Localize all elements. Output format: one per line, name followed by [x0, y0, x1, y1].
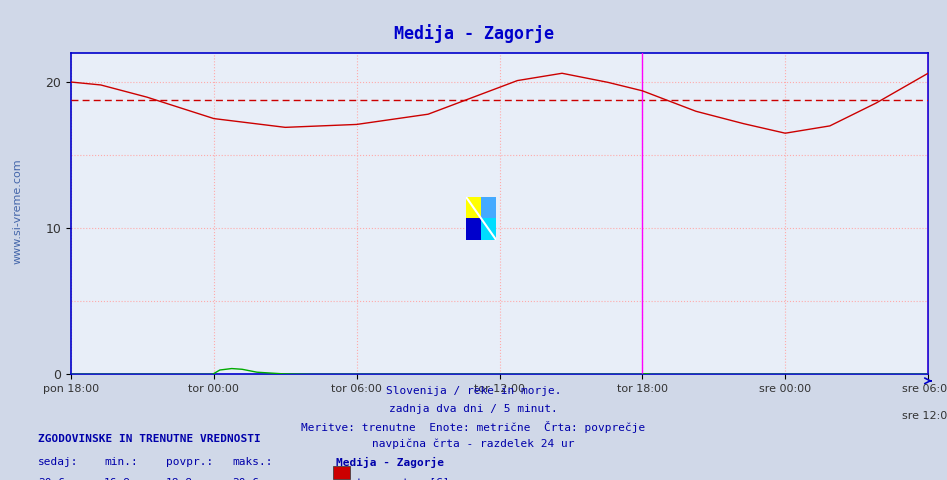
Bar [466, 218, 481, 240]
Bar [466, 197, 481, 218]
Bar [481, 218, 496, 240]
Text: min.:: min.: [104, 457, 138, 468]
Text: 16,9: 16,9 [104, 478, 132, 480]
Text: navpična črta - razdelek 24 ur: navpična črta - razdelek 24 ur [372, 438, 575, 449]
Text: www.si-vreme.com: www.si-vreme.com [12, 158, 22, 264]
Bar [481, 197, 496, 218]
Text: ZGODOVINSKE IN TRENUTNE VREDNOSTI: ZGODOVINSKE IN TRENUTNE VREDNOSTI [38, 434, 260, 444]
Text: Medija - Zagorje: Medija - Zagorje [394, 24, 553, 43]
Text: 20,6: 20,6 [38, 478, 65, 480]
Text: sedaj:: sedaj: [38, 457, 79, 468]
Text: povpr.:: povpr.: [166, 457, 213, 468]
Text: zadnja dva dni / 5 minut.: zadnja dva dni / 5 minut. [389, 404, 558, 414]
Text: Slovenija / reke in morje.: Slovenija / reke in morje. [385, 386, 562, 396]
Text: 20,6: 20,6 [232, 478, 259, 480]
Text: Medija - Zagorje: Medija - Zagorje [336, 457, 444, 468]
Text: Meritve: trenutne  Enote: metrične  Črta: povprečje: Meritve: trenutne Enote: metrične Črta: … [301, 421, 646, 433]
Text: maks.:: maks.: [232, 457, 273, 468]
Text: sre 12:00: sre 12:00 [902, 411, 947, 421]
Text: temperatura[C]: temperatura[C] [355, 478, 450, 480]
Text: 18,8: 18,8 [166, 478, 193, 480]
